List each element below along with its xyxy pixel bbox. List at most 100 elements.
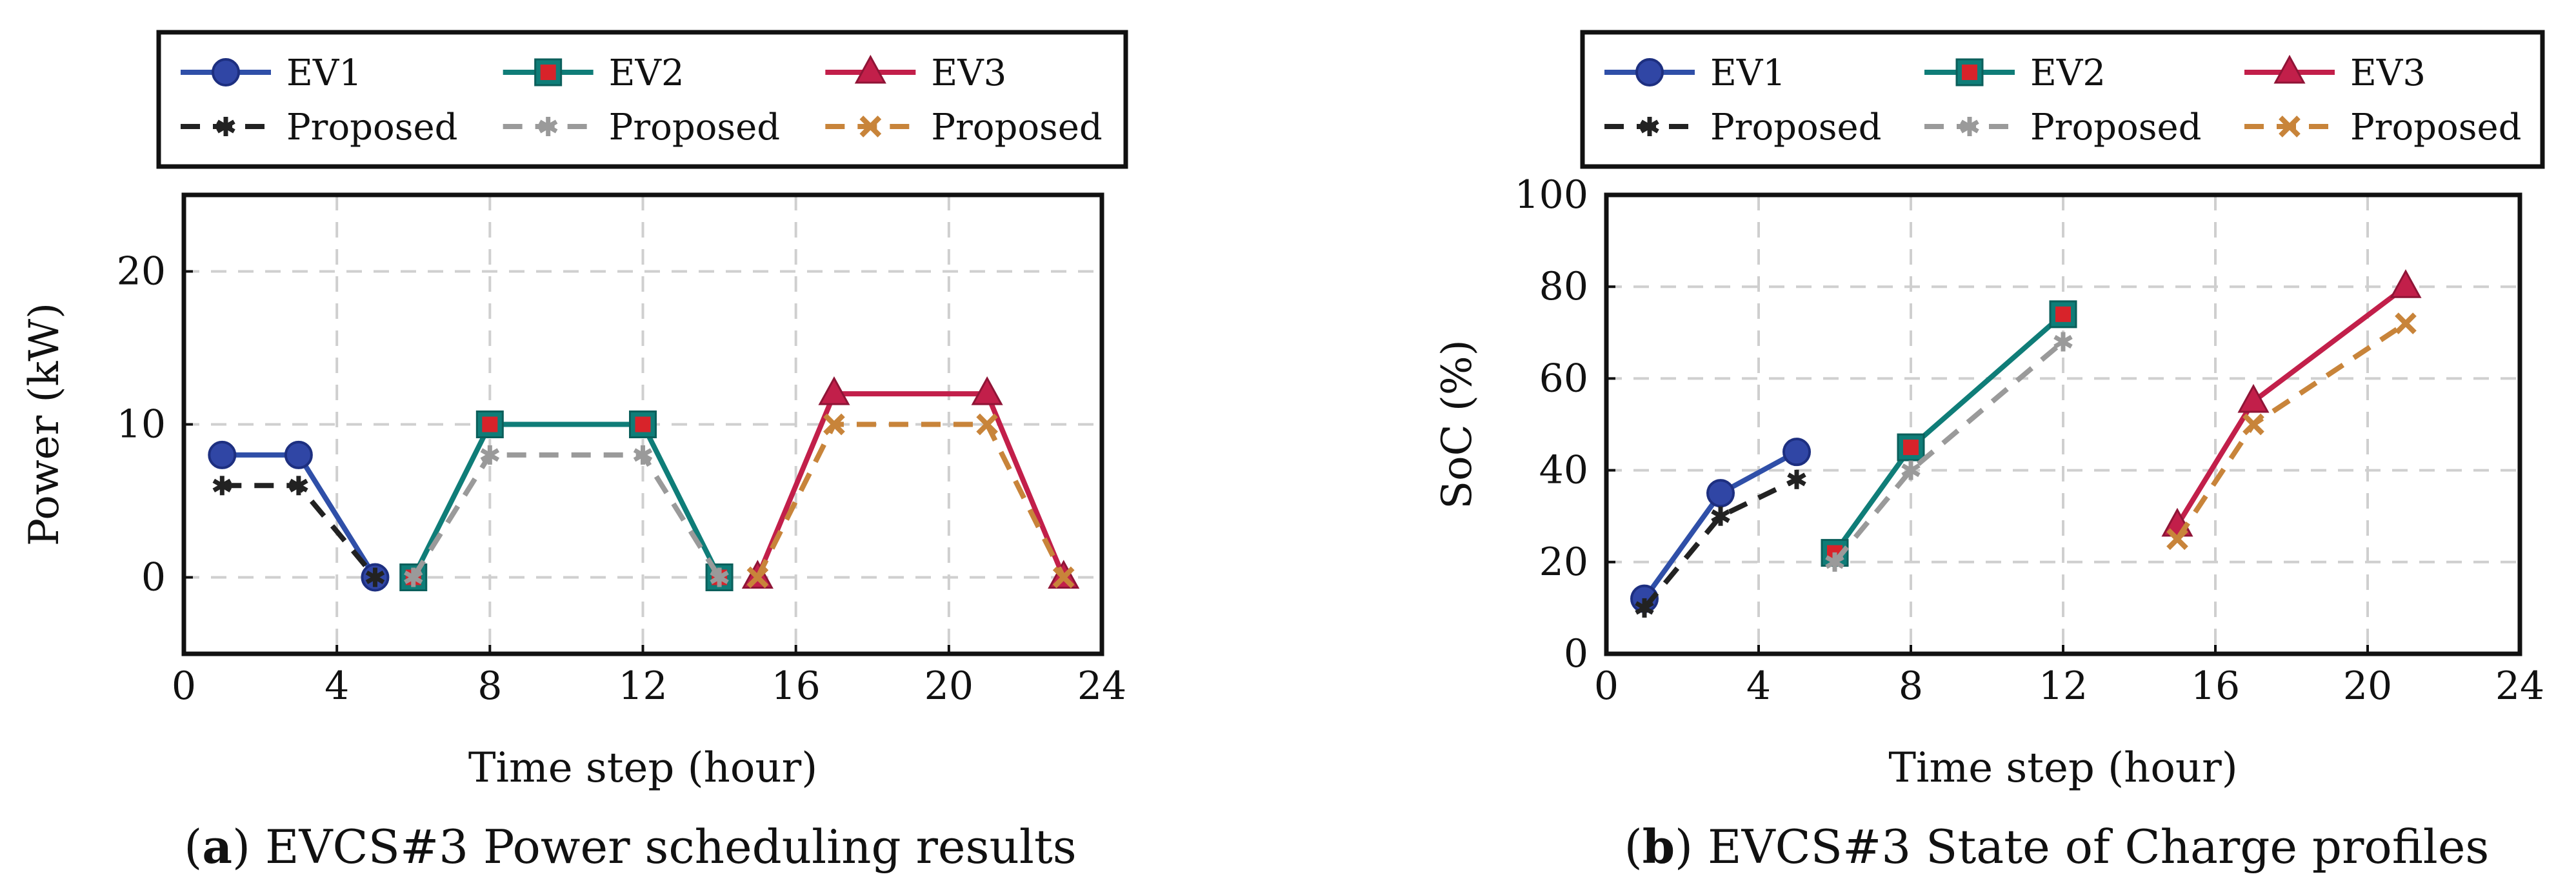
data-point — [976, 413, 998, 436]
y-tick-label: 40 — [1539, 448, 1588, 493]
legend-box — [1580, 30, 2545, 169]
legend-label: EV3 — [2350, 52, 2426, 94]
data-point — [1897, 433, 1925, 461]
y-tick-label: 10 — [117, 402, 166, 447]
legend: EV1 Proposed EV2 Proposed EV3 Proposed — [1580, 30, 2545, 169]
data-point — [1635, 598, 1654, 618]
legend: EV1 Proposed EV2 Proposed EV3 Proposed — [156, 30, 1128, 169]
legend-marker — [1955, 58, 1984, 86]
legend-marker — [2279, 116, 2301, 137]
y-tick-label: 20 — [1539, 540, 1588, 585]
x-tick-label: 24 — [1077, 664, 1126, 709]
legend-marker — [216, 117, 235, 136]
data-point — [365, 567, 385, 587]
data-point — [404, 567, 423, 587]
x-tick-label: 8 — [477, 664, 502, 709]
series-line — [755, 391, 1066, 579]
data-point — [710, 567, 729, 587]
legend-label: EV1 — [286, 52, 362, 94]
data-point — [212, 476, 232, 496]
series-proposed-3 — [404, 445, 729, 587]
caption-close-paren: ) — [1675, 820, 1708, 874]
series-ev1-0 — [208, 440, 390, 592]
y-tick-label: 60 — [1539, 356, 1588, 401]
x-tick-label: 16 — [771, 664, 820, 709]
legend-label: Proposed — [2030, 106, 2201, 148]
series-line — [2175, 321, 2408, 541]
legend-marker — [854, 54, 886, 84]
caption-text: EVCS#3 State of Charge profiles — [1708, 820, 2489, 874]
series-line — [1832, 312, 2065, 554]
series-proposed-3 — [1825, 332, 2073, 572]
data-point — [629, 411, 657, 438]
chart-b: 0 4 8 12 16 20 24 0 20 40 60 80 100 Time step (hour) S… — [1433, 30, 2545, 874]
x-axis-label: Time step (hour) — [1888, 744, 2237, 792]
chart-caption: (a) EVCS#3 Power scheduling results — [184, 819, 1077, 874]
data-point — [823, 413, 845, 436]
series-ev2-2 — [399, 411, 734, 591]
data-point — [1901, 460, 1921, 480]
data-point — [480, 445, 500, 465]
series-line — [1832, 340, 2065, 564]
legend-item: Proposed — [2244, 106, 2521, 148]
x-axis-label: Time step (hour) — [468, 744, 817, 792]
legend-label: Proposed — [931, 106, 1102, 148]
legend-item: EV3 — [825, 52, 1006, 94]
data-point — [633, 445, 653, 465]
y-axis-label: Power (kW) — [21, 303, 68, 546]
x-tick-label: 4 — [1746, 664, 1771, 709]
legend-marker — [212, 58, 240, 86]
series-line — [222, 483, 377, 580]
series-line — [2175, 285, 2408, 527]
data-point — [2395, 312, 2417, 334]
series-line — [222, 452, 377, 579]
data-point — [1787, 469, 1806, 489]
y-tick-label: 100 — [1514, 172, 1588, 218]
caption-tag-letter: a — [202, 819, 232, 874]
y-tick-label: 0 — [1564, 631, 1588, 676]
legend-marker — [1640, 117, 1659, 136]
data-point — [818, 376, 850, 405]
x-tick-label: 0 — [1594, 664, 1619, 709]
legend-item: Proposed — [1924, 106, 2201, 148]
chart-a: 0 4 8 12 16 20 24 0 10 20 Time step (hour) Power (k… — [21, 30, 1128, 874]
data-point — [746, 566, 769, 589]
data-point — [1711, 506, 1730, 526]
series-proposed-5 — [746, 413, 1075, 589]
series-ev2-2 — [1821, 300, 2077, 567]
x-tick-label: 0 — [172, 664, 196, 709]
data-point — [2053, 332, 2073, 352]
x-tick-label: 20 — [2343, 664, 2392, 709]
legend-label: EV2 — [2030, 52, 2106, 94]
caption-text: EVCS#3 Power scheduling results — [265, 820, 1077, 874]
legend-marker — [2273, 54, 2306, 84]
x-tick-label: 12 — [2039, 664, 2088, 709]
y-axis-label: SoC (%) — [1433, 340, 1481, 509]
legend-label: EV3 — [931, 52, 1006, 94]
data-point — [2390, 269, 2422, 298]
data-point — [2242, 413, 2264, 436]
legend-marker — [534, 58, 563, 86]
legend-item: EV1 — [181, 52, 362, 94]
x-tick-label: 20 — [924, 664, 973, 709]
data-point — [2049, 300, 2077, 329]
chart-caption: (b) EVCS#3 State of Charge profiles — [1624, 819, 2490, 874]
data-point — [1782, 438, 1811, 467]
caption-open-paren: ( — [1624, 820, 1642, 874]
data-point — [284, 440, 313, 469]
data-point — [1706, 479, 1735, 508]
data-point — [2237, 383, 2270, 413]
x-tick-label: 16 — [2191, 664, 2240, 709]
data-point — [208, 440, 237, 469]
data-point — [1052, 566, 1075, 589]
x-tick-label: 12 — [618, 664, 667, 709]
series-ev3-4 — [741, 376, 1080, 589]
legend-marker — [538, 117, 558, 136]
legend-item: Proposed — [1604, 106, 1881, 148]
x-tick-label: 24 — [2495, 664, 2544, 709]
legend-marker — [1635, 58, 1664, 86]
caption-close-paren: ) — [232, 820, 265, 874]
legend-item: EV2 — [503, 52, 684, 94]
legend-label: Proposed — [2350, 106, 2521, 148]
